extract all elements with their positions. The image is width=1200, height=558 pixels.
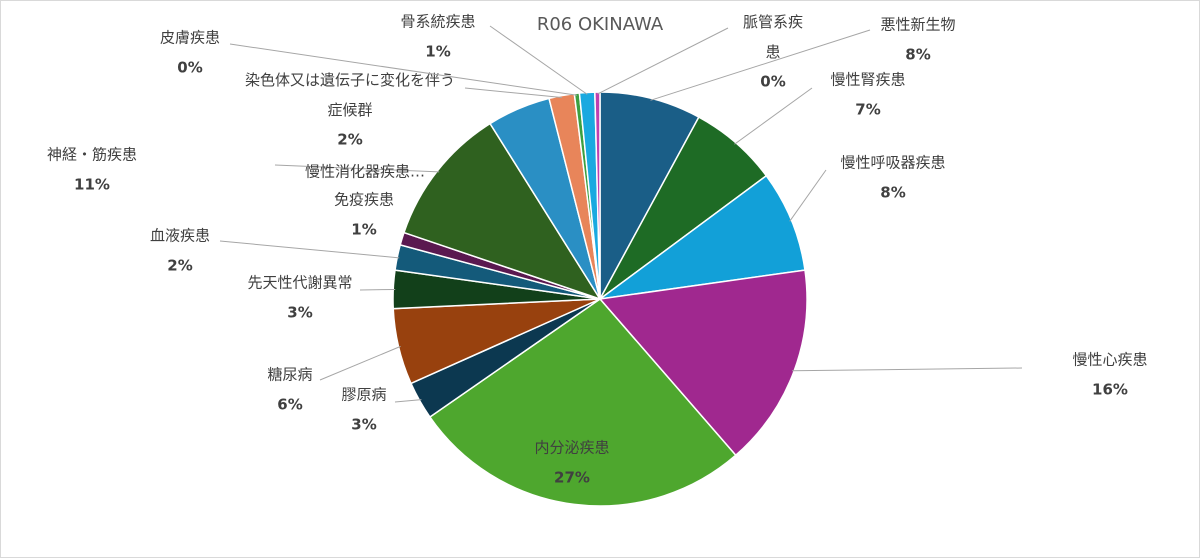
leader-line (229, 43, 578, 96)
slice-label: 皮膚疾患 (160, 29, 220, 47)
value-label: 3% (351, 416, 376, 434)
leader-line (489, 25, 588, 95)
value-label: 16% (1092, 381, 1128, 399)
pie-slice (428, 298, 737, 507)
value-label: 2% (167, 257, 192, 275)
leader-line (789, 169, 827, 222)
leader-line (359, 288, 396, 291)
value-label: 27% (554, 469, 590, 487)
slice-label: 染色体又は遺伝子に変化を伴う症候群 (245, 71, 455, 119)
leader-line (650, 29, 871, 101)
slice-label: 慢性消化器疾患… (305, 163, 425, 181)
leader-line (792, 367, 1023, 372)
value-label: 1% (425, 43, 450, 61)
slice-label: 悪性新生物 (880, 16, 955, 34)
value-label: 0% (177, 59, 202, 77)
slice-label: 先天性代謝異常 (247, 274, 352, 292)
value-label: 8% (880, 184, 905, 202)
value-label: 7% (855, 101, 880, 119)
leader-line (274, 164, 440, 173)
slice-label: 内分泌疾患 (534, 439, 609, 457)
pie-slice (594, 91, 601, 300)
value-label: 1% (351, 221, 376, 239)
leader-line (597, 27, 729, 95)
pie-slice (599, 174, 806, 300)
pie-slice (402, 122, 602, 301)
value-label: 6% (277, 396, 302, 414)
slice-label: 骨系統疾患 (400, 13, 475, 31)
leader-line (219, 240, 400, 259)
pie-slice (598, 269, 808, 457)
slice-label: 糖尿病 (267, 366, 312, 384)
slice-label: 膠原病 (341, 386, 386, 404)
chart-title: R06 OKINAWA (537, 14, 664, 35)
value-label: 11% (74, 176, 110, 194)
value-label: 2% (337, 131, 362, 149)
value-label: 8% (905, 46, 930, 64)
slice-label: 神経・筋疾患 (47, 146, 137, 164)
slice-label: 脈管系疾患 (743, 13, 803, 61)
slice-label: 免疫疾患 (334, 191, 394, 209)
value-label: 0% (760, 73, 785, 91)
slice-label: 慢性心疾患 (1072, 351, 1147, 369)
leader-line (319, 345, 401, 381)
slice-label: 血液疾患 (150, 227, 210, 245)
slice-label: 慢性腎疾患 (830, 71, 905, 89)
leader-line (734, 87, 813, 145)
slice-label: 慢性呼吸器疾患 (840, 154, 945, 172)
leader-line (464, 87, 563, 99)
leader-line (394, 399, 422, 403)
value-label: 3% (287, 304, 312, 322)
